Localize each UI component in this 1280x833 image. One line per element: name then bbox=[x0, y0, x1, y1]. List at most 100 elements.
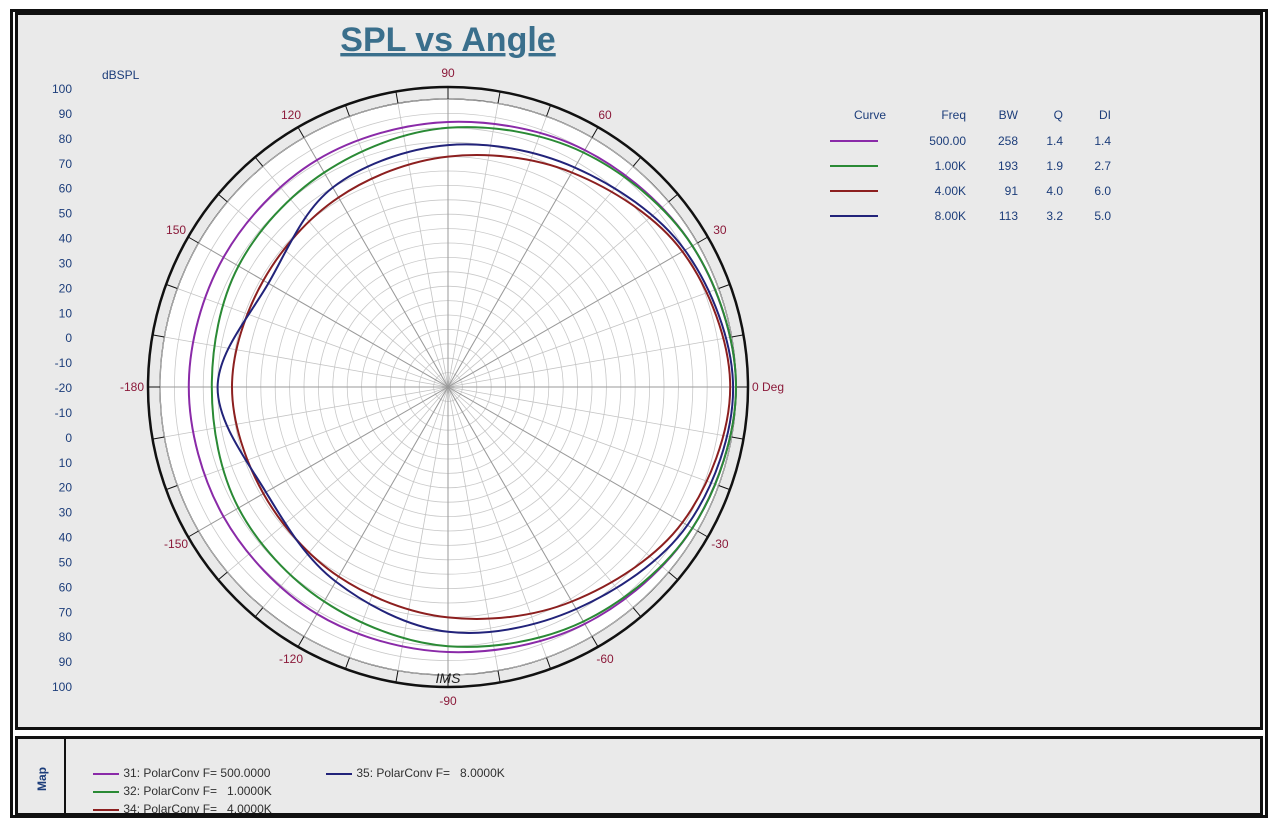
grid-spoke bbox=[447, 166, 634, 388]
ring-tick bbox=[697, 530, 709, 538]
polar-chart: 1009080706050403020100-10-20-10010203040… bbox=[52, 21, 1111, 708]
radial-tick-label: 0 bbox=[65, 431, 72, 445]
radial-tick-label: 50 bbox=[59, 555, 73, 569]
table-cell: 1.4 bbox=[1046, 134, 1063, 148]
grid-spoke bbox=[447, 386, 732, 438]
ring-tick bbox=[187, 530, 199, 538]
ring-tick bbox=[187, 236, 199, 244]
ring-tick bbox=[591, 636, 599, 648]
angle-tick-label: 90 bbox=[441, 66, 455, 80]
ring-tick bbox=[297, 126, 305, 138]
angle-tick-label: 30 bbox=[713, 223, 727, 237]
series-curve-500.00 bbox=[187, 120, 738, 654]
ring-tick bbox=[297, 636, 305, 648]
ring-tick bbox=[731, 436, 744, 440]
radial-tick-label: 90 bbox=[59, 107, 73, 121]
major-spoke bbox=[303, 137, 449, 388]
table-cell: 113 bbox=[999, 209, 1018, 223]
radial-tick-label: -10 bbox=[55, 406, 73, 420]
grid-spoke bbox=[447, 386, 499, 671]
plot-panel: 100 90 80 70 60 50 40 30 20 10 0 -10 -20 -10 0 10 20 30 40… bbox=[15, 12, 1263, 730]
map-panel: Map 31: PolarConv F= 500.0000 32: PolarC… bbox=[15, 736, 1263, 816]
radial-tick-label: 60 bbox=[59, 580, 73, 594]
angle-tick-label: 150 bbox=[166, 223, 186, 237]
ring-tick bbox=[718, 283, 731, 289]
table-cell: 91 bbox=[1005, 184, 1019, 198]
grid-spoke bbox=[349, 386, 449, 658]
grid-spoke bbox=[349, 116, 449, 388]
ring-tick bbox=[668, 571, 679, 581]
radial-tick-label: 50 bbox=[59, 207, 73, 221]
grid-spoke bbox=[397, 103, 449, 388]
table-cell: 2.7 bbox=[1094, 159, 1111, 173]
map-entry-32: 32: PolarConv F= 1.0000K bbox=[80, 767, 272, 798]
map-sidebar: Map bbox=[18, 739, 66, 813]
series-curve-8.00K bbox=[216, 143, 735, 634]
ring-tick bbox=[632, 156, 642, 167]
angle-tick-label: -180 bbox=[120, 380, 144, 394]
major-spoke bbox=[198, 386, 449, 532]
angle-tick-label: -120 bbox=[279, 652, 303, 666]
ring-tick bbox=[546, 657, 552, 670]
ring-tick bbox=[497, 670, 501, 683]
grid-spoke bbox=[447, 201, 669, 388]
grid-spoke bbox=[227, 201, 449, 388]
grid-spoke bbox=[447, 116, 547, 388]
ring-tick bbox=[591, 126, 599, 138]
table-cell: 1.4 bbox=[1094, 134, 1111, 148]
legend-swatch bbox=[326, 772, 353, 775]
grid-spoke bbox=[447, 103, 499, 388]
angle-tick-label: -150 bbox=[164, 537, 188, 551]
radial-tick-label: 100 bbox=[52, 680, 72, 694]
radial-tick-label: 40 bbox=[59, 232, 73, 246]
ring-tick bbox=[718, 485, 731, 491]
table-cell: 5.0 bbox=[1094, 209, 1111, 223]
radial-tick-label: -10 bbox=[55, 356, 73, 370]
map-entry-34: 34: PolarConv F= 4.0000K bbox=[80, 785, 272, 816]
radial-tick-label: 80 bbox=[59, 132, 73, 146]
table-cell: 4.00K bbox=[935, 184, 966, 198]
grid-spoke bbox=[447, 386, 669, 573]
radial-tick-label: 30 bbox=[59, 506, 73, 520]
table-cell: 6.0 bbox=[1094, 184, 1111, 198]
table-cell: 1.9 bbox=[1046, 159, 1063, 173]
major-spoke bbox=[303, 386, 449, 637]
grid-spoke bbox=[397, 386, 449, 671]
table-header: BW bbox=[999, 108, 1019, 122]
table-header: Curve bbox=[854, 108, 886, 122]
ring-tick bbox=[697, 236, 709, 244]
ring-tick bbox=[497, 91, 501, 104]
legend-swatch bbox=[93, 808, 120, 811]
map-entry-31: 31: PolarConv F= 500.0000 bbox=[80, 749, 270, 780]
ring-tick bbox=[546, 104, 552, 117]
grid-spoke bbox=[262, 386, 449, 608]
angle-tick-label: 120 bbox=[281, 108, 301, 122]
series-curve-1.00K bbox=[210, 126, 738, 648]
radial-tick-label: 70 bbox=[59, 605, 73, 619]
radial-tick-label: 60 bbox=[59, 182, 73, 196]
ring-tick bbox=[254, 607, 264, 618]
ring-tick bbox=[165, 283, 178, 289]
series-curve-4.00K bbox=[230, 154, 732, 620]
handwritten-note: IMS bbox=[436, 670, 462, 686]
grid-spoke bbox=[262, 166, 449, 388]
radial-unit-label: dBSPL bbox=[102, 68, 140, 82]
radial-tick-label: 40 bbox=[59, 531, 73, 545]
ring-tick bbox=[395, 91, 399, 104]
table-cell: 500.00 bbox=[929, 134, 966, 148]
ring-tick bbox=[254, 156, 264, 167]
grid-spoke bbox=[227, 386, 449, 573]
table-header: Q bbox=[1054, 108, 1063, 122]
table-cell: 193 bbox=[998, 159, 1018, 173]
angle-tick-label: -60 bbox=[596, 652, 614, 666]
major-spoke bbox=[447, 242, 698, 388]
ring-tick bbox=[344, 657, 350, 670]
radial-tick-label: 90 bbox=[59, 655, 73, 669]
grid-spoke bbox=[447, 336, 732, 388]
angle-tick-label: -30 bbox=[711, 537, 729, 551]
radial-tick-label: 30 bbox=[59, 256, 73, 270]
ring-tick bbox=[632, 607, 642, 618]
radial-tick-label: 20 bbox=[59, 281, 73, 295]
ring-tick bbox=[217, 571, 228, 581]
legend-swatch bbox=[93, 790, 120, 793]
